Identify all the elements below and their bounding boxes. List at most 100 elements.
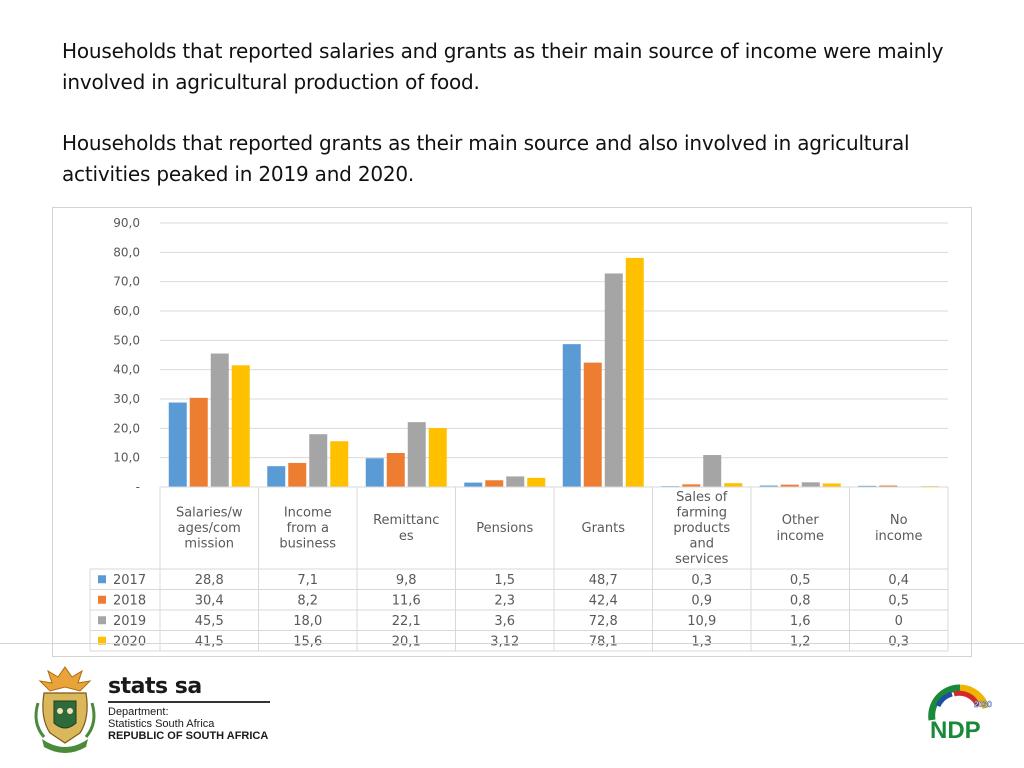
- bar-2017: [858, 485, 877, 487]
- category-label: business: [279, 537, 336, 552]
- bar-2018: [189, 397, 208, 487]
- bar-2019: [210, 353, 229, 487]
- legend-label: 2020: [113, 634, 146, 649]
- bar-2017: [267, 466, 286, 487]
- data-label: 7,1: [297, 573, 318, 588]
- category-label: ages/com: [178, 521, 241, 536]
- data-label: 0,3: [888, 634, 909, 649]
- data-label: 3,6: [494, 614, 515, 629]
- ndp-2030-logo: 2030 NDP: [928, 684, 993, 744]
- category-label: income: [776, 529, 824, 544]
- data-label: 0,5: [888, 593, 909, 608]
- bar-2018: [879, 485, 898, 487]
- chart-frame: - 10,0 20,0 30,0 40,0 50,0 60,0 70,0 80,0 90,0 Sal…: [52, 207, 972, 657]
- bar-2018: [682, 484, 701, 487]
- bar-2019: [703, 455, 722, 487]
- data-label: 18,0: [293, 614, 322, 629]
- bar-2020: [625, 257, 644, 487]
- data-label: 0,9: [691, 593, 712, 608]
- category-label: No: [890, 513, 908, 528]
- y-tick-label: 20,0: [113, 421, 140, 435]
- y-tick-label: 60,0: [113, 304, 140, 318]
- legend-label: 2018: [113, 593, 146, 608]
- category-label: from a: [287, 521, 329, 536]
- bar-2019: [506, 476, 525, 487]
- y-tick-label: 80,0: [113, 245, 140, 259]
- bar-2019: [801, 482, 820, 487]
- y-tick-label: 90,0: [113, 216, 140, 230]
- data-label: 10,9: [687, 614, 716, 629]
- legend-label: 2017: [113, 573, 146, 588]
- data-label: 0,3: [691, 573, 712, 588]
- bar-2020: [330, 441, 349, 487]
- bar-2017: [562, 344, 581, 487]
- category-label: income: [875, 529, 923, 544]
- paragraph-salaries-grants: Households that reported salaries and gr…: [62, 39, 944, 94]
- data-label: 41,5: [195, 634, 224, 649]
- bar-2019: [407, 422, 426, 487]
- data-label: 20,1: [392, 634, 421, 649]
- y-tick-label: 40,0: [113, 363, 140, 377]
- department-block: Department: Statistics South Africa REPU…: [108, 706, 268, 742]
- bar-2018: [386, 452, 405, 487]
- bar-2020: [724, 483, 743, 487]
- data-label: 22,1: [392, 614, 421, 629]
- data-label: 0,5: [790, 573, 811, 588]
- legend-key-2019: [98, 616, 106, 625]
- legend-label: 2019: [113, 614, 146, 629]
- coat-of-arms-logo: [34, 666, 96, 753]
- data-label: 48,7: [589, 573, 618, 588]
- category-label: Income: [284, 505, 332, 520]
- data-label: 1,2: [790, 634, 811, 649]
- category-label: mission: [184, 537, 234, 552]
- category-label: Remittanc: [373, 513, 439, 528]
- bar-2020: [231, 365, 250, 487]
- bar-2018: [780, 484, 799, 487]
- paragraph-grants-peak: Households that reported grants as their…: [62, 131, 910, 186]
- bar-2020: [822, 483, 841, 487]
- footer-divider: [0, 643, 1024, 644]
- category-label: Sales of: [676, 490, 728, 505]
- y-tick-label: -: [136, 480, 140, 494]
- dept-name: Statistics South Africa: [108, 718, 215, 730]
- data-label: 30,4: [195, 593, 224, 608]
- data-label: 1,5: [494, 573, 515, 588]
- category-label: and: [690, 537, 714, 552]
- bar-2020: [527, 477, 546, 487]
- bar-2019: [309, 434, 328, 487]
- y-tick-label: 10,0: [113, 451, 140, 465]
- brand-underline: [108, 701, 270, 703]
- y-tick-label: 50,0: [113, 333, 140, 347]
- republic-name: REPUBLIC OF SOUTH AFRICA: [108, 730, 269, 742]
- category-label: es: [399, 529, 414, 544]
- bar-2017: [759, 485, 778, 487]
- dept-label: Department:: [108, 706, 169, 718]
- data-label: 2,3: [494, 593, 515, 608]
- data-label: 3,12: [490, 634, 519, 649]
- bar-2017: [168, 402, 187, 487]
- legend-key-2018: [98, 595, 106, 604]
- legend-key-2017: [98, 575, 106, 584]
- bar-2018: [485, 480, 504, 487]
- bar-2018: [288, 462, 307, 487]
- bar-2020: [428, 428, 447, 487]
- category-label: Salaries/w: [176, 505, 243, 520]
- ndp-year: 2030: [974, 700, 992, 709]
- data-label: 0,4: [888, 573, 909, 588]
- legend-key-2020: [98, 636, 106, 645]
- data-label: 1,3: [691, 634, 712, 649]
- bar-2019: [604, 273, 623, 487]
- bar-2018: [583, 362, 602, 487]
- stats-sa-brand: stats sa: [108, 674, 202, 699]
- data-label: 0,8: [790, 593, 811, 608]
- data-label: 78,1: [589, 634, 618, 649]
- category-label: farming: [677, 505, 727, 520]
- data-label: 28,8: [195, 573, 224, 588]
- bar-chart: - 10,0 20,0 30,0 40,0 50,0 60,0 70,0 80,0 90,0 Sal…: [89, 216, 949, 652]
- bar-2017: [365, 458, 384, 487]
- data-label: 11,6: [392, 593, 421, 608]
- category-label: Grants: [582, 521, 626, 536]
- bar-2017: [464, 482, 483, 487]
- data-label: 1,6: [790, 614, 811, 629]
- ndp-label: NDP: [930, 717, 981, 744]
